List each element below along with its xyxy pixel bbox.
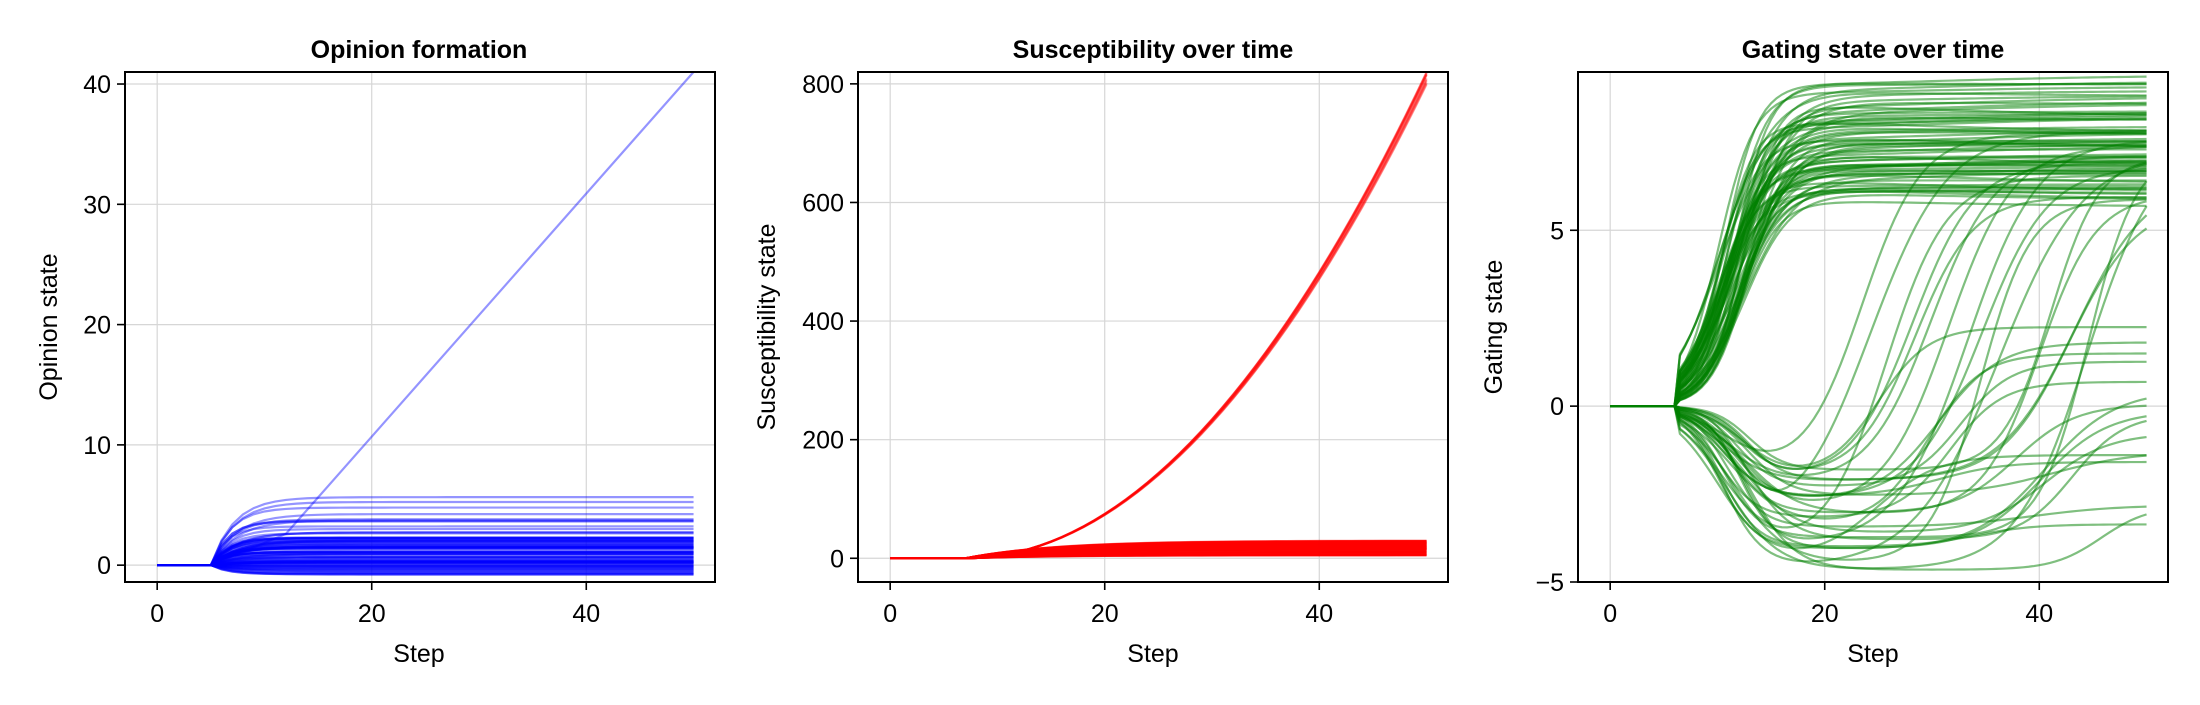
x-axis-label: Step bbox=[393, 640, 444, 668]
series-line bbox=[890, 83, 1426, 559]
y-tick-label-800: 800 bbox=[802, 71, 844, 99]
x-tick-label-20: 20 bbox=[1091, 600, 1119, 628]
y-tick-label-200: 200 bbox=[802, 427, 844, 455]
x-axis-label: Step bbox=[1127, 640, 1178, 668]
x-tick-label-0: 0 bbox=[150, 600, 164, 628]
series-line bbox=[890, 72, 1426, 558]
series-line bbox=[157, 72, 693, 565]
y-tick-label-40: 40 bbox=[83, 71, 111, 99]
y-tick-label-0: 0 bbox=[1550, 393, 1564, 421]
y-tick-label-0: 0 bbox=[830, 545, 844, 573]
series-line bbox=[890, 78, 1426, 558]
y-tick-label-neg5: −5 bbox=[1535, 569, 1564, 597]
x-tick-label-40: 40 bbox=[1305, 600, 1333, 628]
series-line bbox=[890, 73, 1426, 558]
y-tick-label-5: 5 bbox=[1550, 217, 1564, 245]
y-tick-label-30: 30 bbox=[83, 191, 111, 219]
x-tick-label-20: 20 bbox=[358, 600, 386, 628]
panel-susceptibility: Susceptibility over time 0 20 40 0 200 4… bbox=[753, 36, 1448, 668]
x-tick-label-0: 0 bbox=[883, 600, 897, 628]
y-axis-label: Susceptibility state bbox=[753, 223, 781, 430]
panel-gating-state: Gating state over time 0 20 40 −5 0 5 St… bbox=[1480, 36, 2168, 668]
y-axis-label: Opinion state bbox=[35, 253, 63, 400]
x-tick-label-0: 0 bbox=[1603, 600, 1617, 628]
y-tick-label-400: 400 bbox=[802, 308, 844, 336]
x-tick-label-40: 40 bbox=[572, 600, 600, 628]
panel-title: Susceptibility over time bbox=[1013, 36, 1294, 64]
series-line bbox=[1610, 174, 2146, 406]
y-tick-label-0: 0 bbox=[97, 552, 111, 580]
y-tick-label-20: 20 bbox=[83, 312, 111, 340]
series-line bbox=[890, 74, 1426, 558]
plot-frame bbox=[858, 72, 1448, 582]
series-lines bbox=[157, 72, 693, 575]
x-tick-label-40: 40 bbox=[2025, 600, 2053, 628]
series-line bbox=[890, 75, 1426, 558]
y-tick-label-10: 10 bbox=[83, 432, 111, 460]
panel-title: Opinion formation bbox=[311, 36, 528, 64]
series-line bbox=[890, 80, 1426, 558]
series-lines bbox=[1610, 77, 2146, 570]
y-axis-label: Gating state bbox=[1480, 260, 1508, 395]
panel-opinion-formation: Opinion formation 0 20 40 0 10 20 30 40 … bbox=[35, 36, 715, 668]
series-lines bbox=[890, 72, 1426, 558]
x-axis-label: Step bbox=[1847, 640, 1898, 668]
x-tick-label-20: 20 bbox=[1811, 600, 1839, 628]
tick-marks bbox=[850, 84, 1319, 590]
grid bbox=[858, 72, 1448, 582]
panel-title: Gating state over time bbox=[1742, 36, 2005, 64]
y-tick-label-600: 600 bbox=[802, 189, 844, 217]
